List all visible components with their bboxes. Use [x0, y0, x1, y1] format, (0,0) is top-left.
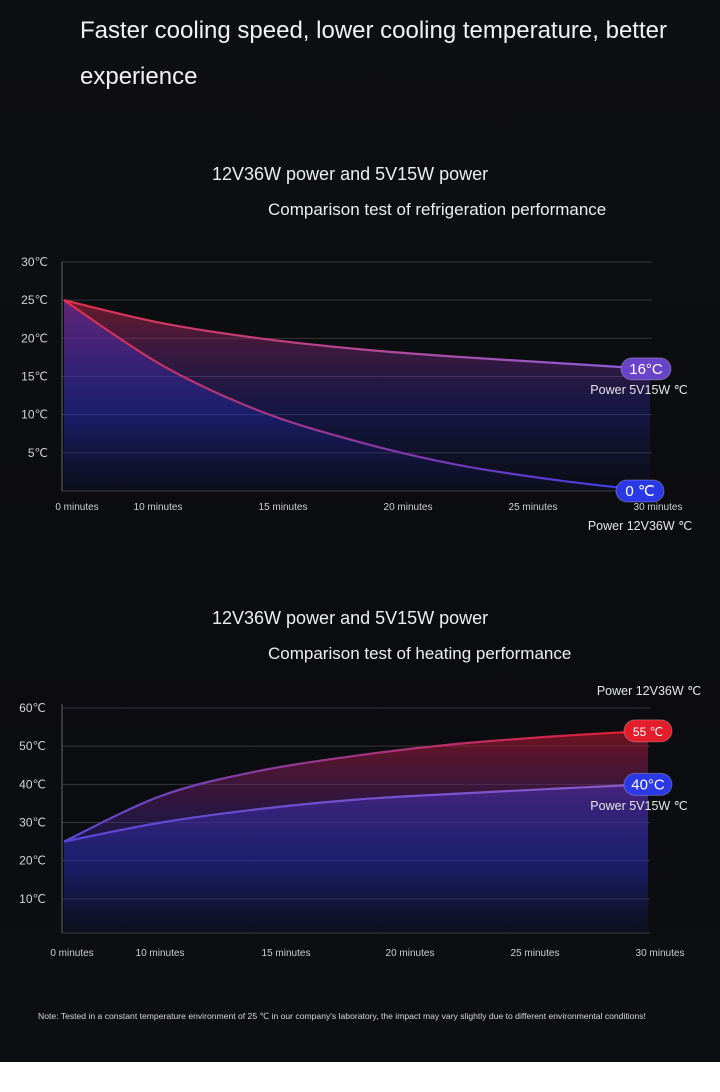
x-tick-label: 30 minutes [636, 948, 685, 959]
y-tick-label: 25℃ [21, 293, 48, 307]
x-tick-label: 15 minutes [262, 948, 311, 959]
heating-chart-title: 12V36W power and 5V15W power [212, 608, 489, 628]
y-tick-label: 30℃ [19, 815, 46, 829]
heating-chart: 60℃ 50℃ 40℃ 30℃ 20℃ 10℃ 0 minutes 10 minutes 15 … [19, 684, 701, 959]
product-page: Faster cooling speed, lower cooling temp… [0, 0, 720, 1062]
series-legend-label: Power 5V15W ℃ [590, 799, 687, 813]
series-line [63, 299, 651, 493]
y-tick-label: 40℃ [19, 777, 46, 791]
cooling-chart-subtitle: Comparison test of refrigeration perform… [268, 200, 607, 219]
y-tick-label: 5℃ [28, 446, 48, 460]
end-value-label: 0 ℃ [625, 483, 654, 500]
cooling-chart: 30℃ 25℃ 20℃ 15℃ 10℃ 5℃ 0 minutes 10 minutes 15 m… [21, 255, 692, 533]
end-value-badge [620, 357, 672, 381]
x-tick-label: 20 minutes [384, 502, 433, 513]
y-tick-label: 30℃ [21, 255, 48, 269]
end-value-label: 16°C [629, 361, 663, 378]
end-value-label: 40°C [631, 776, 665, 793]
x-tick-label: 25 minutes [509, 502, 558, 513]
x-tick-label: 10 minutes [136, 948, 185, 959]
x-tick-label: 25 minutes [511, 948, 560, 959]
heating-chart-subtitle: Comparison test of heating performance [268, 644, 572, 663]
x-tick-label: 0 minutes [50, 948, 93, 959]
x-tick-label: 0 minutes [55, 502, 98, 513]
x-tick-label: 10 minutes [134, 502, 183, 513]
end-value-label: 55 ℃ [633, 725, 663, 739]
y-tick-label: 15℃ [21, 370, 48, 384]
end-value-badge [615, 479, 665, 503]
end-value-badge [623, 772, 673, 796]
series-legend-label: Power 5V15W ℃ [590, 383, 687, 397]
series-legend-label: Power 12V36W ℃ [588, 519, 692, 533]
test-note: Note: Tested in a constant temperature e… [38, 1011, 646, 1021]
y-tick-label: 20℃ [19, 854, 46, 868]
series-line [63, 783, 649, 843]
x-tick-label: 15 minutes [259, 502, 308, 513]
series-area [64, 784, 648, 934]
series-line [63, 729, 649, 843]
y-tick-label: 20℃ [21, 331, 48, 345]
series-area [64, 300, 650, 491]
x-tick-label: 30 minutes [634, 502, 683, 513]
y-tick-label: 10℃ [21, 408, 48, 422]
end-value-badge [623, 719, 673, 743]
y-tick-label: 50℃ [19, 739, 46, 753]
page-bottom-strip [0, 1062, 720, 1092]
x-tick-label: 20 minutes [386, 948, 435, 959]
series-legend-label: Power 12V36W ℃ [597, 684, 701, 698]
y-tick-label: 60℃ [19, 701, 46, 715]
cooling-chart-title: 12V36W power and 5V15W power [212, 164, 489, 184]
y-tick-label: 10℃ [19, 892, 46, 906]
headline: Faster cooling speed, lower cooling temp… [80, 17, 667, 90]
series-line [63, 299, 651, 370]
